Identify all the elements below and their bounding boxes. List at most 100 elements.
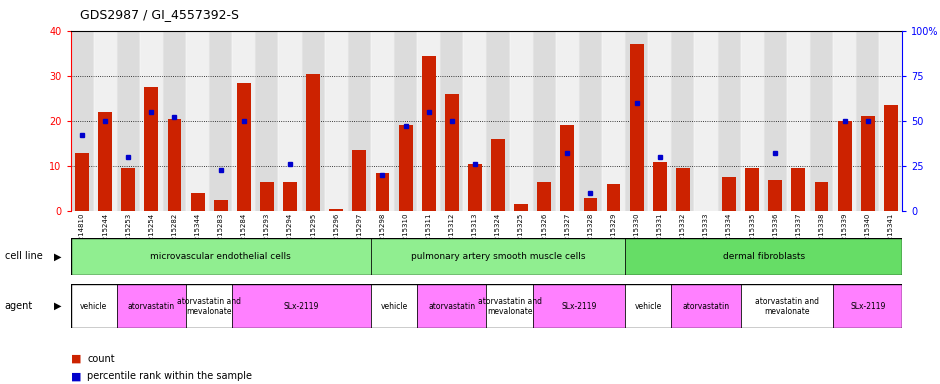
Bar [117, 31, 140, 211]
Bar [879, 31, 902, 211]
Bar [652, 162, 666, 211]
Text: ■: ■ [70, 371, 81, 381]
Text: ■: ■ [70, 354, 81, 364]
Text: SLx-2119: SLx-2119 [561, 302, 597, 311]
Bar [533, 31, 556, 211]
Bar [329, 209, 343, 211]
Text: GDS2987 / GI_4557392-S: GDS2987 / GI_4557392-S [80, 8, 239, 21]
Bar [399, 126, 413, 211]
Bar [302, 31, 324, 211]
Bar [671, 31, 695, 211]
Bar [232, 31, 256, 211]
Text: atorvastatin and
mevalonate: atorvastatin and mevalonate [755, 296, 819, 316]
Bar [394, 31, 417, 211]
Bar [649, 31, 671, 211]
Bar [348, 31, 371, 211]
Bar [468, 164, 482, 211]
Bar [417, 284, 487, 328]
Text: atorvastatin: atorvastatin [682, 302, 729, 311]
Text: SLx-2119: SLx-2119 [850, 302, 885, 311]
Bar [191, 193, 205, 211]
Bar [884, 105, 898, 211]
Bar [556, 31, 579, 211]
Text: atorvastatin and
mevalonate: atorvastatin and mevalonate [177, 296, 242, 316]
Bar [787, 31, 810, 211]
Text: dermal fibroblasts: dermal fibroblasts [723, 252, 805, 261]
Text: SLx-2119: SLx-2119 [284, 302, 320, 311]
Bar [445, 94, 459, 211]
Text: count: count [87, 354, 115, 364]
Bar [625, 284, 671, 328]
Bar [209, 31, 232, 211]
Bar [560, 126, 574, 211]
Bar [186, 284, 232, 328]
Bar [463, 31, 487, 211]
Bar [509, 31, 533, 211]
Text: atorvastatin: atorvastatin [429, 302, 476, 311]
Bar [538, 182, 551, 211]
Text: percentile rank within the sample: percentile rank within the sample [87, 371, 253, 381]
Bar [306, 74, 320, 211]
Text: ▶: ▶ [54, 301, 61, 311]
Bar [606, 184, 620, 211]
Bar [121, 168, 135, 211]
Bar [741, 284, 833, 328]
Bar [741, 31, 763, 211]
Text: vehicle: vehicle [381, 302, 408, 311]
Text: vehicle: vehicle [634, 302, 662, 311]
Bar [584, 198, 597, 211]
Bar [745, 168, 760, 211]
Text: atorvastatin: atorvastatin [128, 302, 175, 311]
Bar [810, 31, 833, 211]
Bar [213, 200, 227, 211]
Bar [514, 204, 528, 211]
Bar [579, 31, 602, 211]
Bar [94, 31, 117, 211]
Bar [237, 83, 251, 211]
Bar [417, 31, 440, 211]
Bar [625, 31, 649, 211]
Bar [371, 31, 394, 211]
Bar [371, 284, 417, 328]
Text: agent: agent [5, 301, 33, 311]
Bar [671, 284, 741, 328]
Bar [856, 31, 879, 211]
Bar [70, 238, 371, 275]
Bar [768, 180, 782, 211]
Bar [422, 56, 435, 211]
Bar [70, 284, 117, 328]
Bar [722, 177, 736, 211]
Bar [140, 31, 163, 211]
Bar [260, 182, 274, 211]
Bar [763, 31, 787, 211]
Bar [324, 31, 348, 211]
Bar [70, 31, 94, 211]
Bar [815, 182, 828, 211]
Text: cell line: cell line [5, 251, 42, 262]
Bar [676, 168, 690, 211]
Text: microvascular endothelial cells: microvascular endothelial cells [150, 252, 291, 261]
Bar [186, 31, 209, 211]
Text: atorvastatin and
mevalonate: atorvastatin and mevalonate [478, 296, 541, 316]
Bar [630, 44, 644, 211]
Bar [625, 238, 902, 275]
Bar [838, 121, 852, 211]
Bar [491, 139, 505, 211]
Bar [163, 31, 186, 211]
Bar [833, 31, 856, 211]
Bar [602, 31, 625, 211]
Bar [232, 284, 371, 328]
Bar [717, 31, 741, 211]
Bar [256, 31, 278, 211]
Bar [791, 168, 806, 211]
Bar [117, 284, 186, 328]
Bar [98, 112, 112, 211]
Bar [167, 119, 181, 211]
Bar [75, 152, 89, 211]
Text: ▶: ▶ [54, 251, 61, 262]
Bar [861, 116, 874, 211]
Bar [283, 182, 297, 211]
Bar [278, 31, 302, 211]
Bar [695, 31, 717, 211]
Bar [533, 284, 625, 328]
